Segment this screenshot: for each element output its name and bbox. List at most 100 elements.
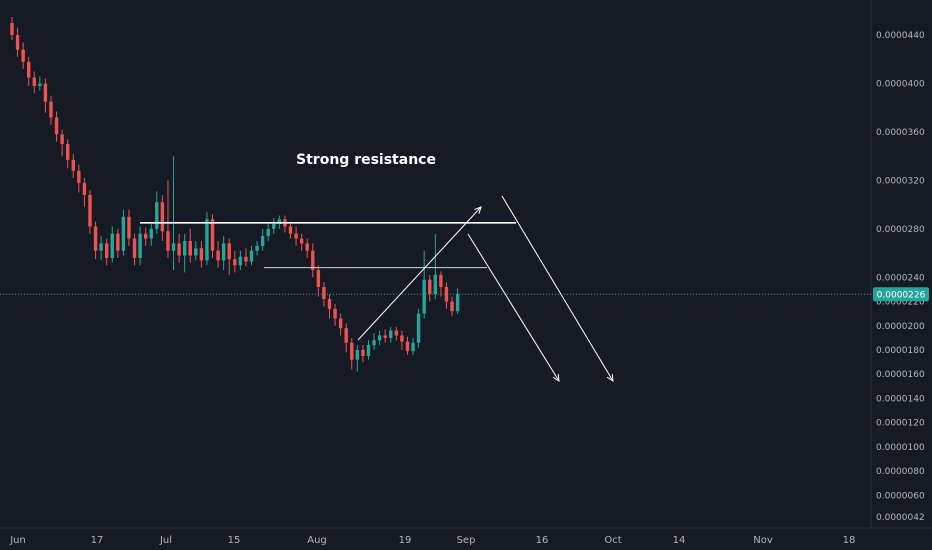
candle-39	[227, 238, 231, 275]
candle-body	[422, 279, 426, 314]
price-tick-9: 0.0000160	[876, 370, 925, 380]
candle-body	[194, 248, 198, 256]
candle-body	[205, 219, 209, 261]
price-tick-11: 0.0000120	[876, 419, 925, 429]
candle-body	[266, 228, 270, 237]
price-tick-5: 0.0000240	[876, 273, 925, 283]
candle-body	[255, 245, 259, 251]
candle-body	[149, 228, 153, 239]
candle-body	[450, 301, 454, 312]
candle-body	[350, 342, 354, 360]
candle-body	[338, 318, 343, 329]
candle-body	[433, 274, 438, 295]
projection-arrow-2[interactable]	[501, 195, 614, 382]
time-axis: Jun 17 Jul 15 Aug 19 Sep 16 Oct 14 Nov 18	[9, 535, 855, 546]
candle-body	[21, 49, 25, 62]
candle-body	[400, 335, 404, 342]
candle-62	[355, 345, 360, 372]
candle-body	[260, 236, 265, 246]
projection-arrow-1[interactable]	[467, 233, 560, 382]
candle-77	[439, 271, 443, 297]
candle-41	[238, 250, 243, 271]
candle-body	[344, 328, 348, 343]
current-price-label: 0.0000226	[877, 290, 926, 300]
current-price-badge: 0.0000226	[873, 287, 929, 302]
candle-73	[416, 308, 421, 348]
candle-body	[299, 238, 304, 244]
candle-body	[99, 243, 103, 251]
time-tick-8: Oct	[604, 535, 621, 546]
candle-body	[377, 335, 382, 341]
candle-8	[54, 111, 59, 142]
candle-body	[38, 83, 42, 86]
candle-24	[143, 227, 148, 246]
candle-body	[372, 340, 376, 346]
candle-body	[411, 342, 415, 352]
candle-body	[428, 279, 432, 295]
candle-body	[88, 194, 92, 227]
candle-body	[166, 231, 170, 251]
candle-body	[71, 159, 75, 171]
uptrend-arrow-head	[474, 206, 482, 214]
candle-body	[188, 240, 192, 256]
uptrend-arrow-shaft	[357, 206, 482, 341]
candle-29	[171, 156, 176, 271]
candle-69	[394, 326, 399, 341]
candle-23	[138, 226, 142, 266]
candle-body	[238, 256, 243, 266]
candle-46	[266, 222, 270, 241]
candle-72	[411, 337, 415, 355]
candle-61	[350, 337, 354, 370]
candle-55	[316, 265, 321, 297]
candle-body	[110, 233, 114, 258]
candle-31	[182, 233, 187, 273]
uptrend-arrow[interactable]	[357, 206, 482, 341]
candle-36	[210, 214, 215, 258]
candle-45	[260, 228, 265, 251]
price-tick-13: 0.0000080	[876, 467, 925, 477]
candle-12	[77, 164, 81, 193]
candlestick-series	[10, 16, 460, 372]
candle-body	[121, 216, 126, 251]
candle-68	[389, 326, 393, 343]
candle-body	[305, 243, 309, 251]
candle-body	[104, 243, 109, 258]
candle-body	[15, 35, 20, 50]
candle-body	[244, 256, 248, 262]
candle-body	[160, 202, 165, 232]
candle-13	[82, 178, 87, 208]
candle-27	[160, 194, 165, 241]
candle-body	[288, 226, 293, 234]
candle-32	[188, 228, 192, 263]
candle-47	[272, 217, 276, 234]
price-tick-4: 0.0000280	[876, 225, 925, 235]
candle-5	[38, 76, 42, 91]
candle-body	[32, 77, 36, 86]
candle-11	[71, 153, 75, 179]
candle-body	[361, 349, 365, 357]
candle-body	[316, 270, 321, 288]
candle-body	[143, 233, 148, 239]
candle-80	[455, 288, 460, 314]
price-tick-14: 0.0000060	[876, 491, 925, 501]
candle-63	[361, 345, 365, 363]
candle-74	[422, 250, 426, 319]
price-tick-15: 0.0000042	[876, 513, 925, 523]
candle-body	[210, 219, 215, 251]
strong-resistance-annotation[interactable]: Strong resistance	[296, 152, 436, 168]
candle-body	[171, 243, 176, 251]
price-tick-1: 0.0000400	[876, 80, 925, 90]
price-tick-7: 0.0000200	[876, 322, 925, 332]
candle-body	[366, 345, 371, 357]
candle-body	[416, 313, 421, 343]
time-tick-5: 19	[399, 535, 412, 546]
candle-body	[221, 243, 226, 261]
candle-75	[428, 274, 432, 302]
time-tick-1: 17	[91, 535, 104, 546]
drawing-layer	[140, 195, 614, 382]
candle-19	[116, 228, 120, 258]
candle-30	[177, 233, 181, 263]
candle-body	[322, 287, 326, 300]
candle-body	[383, 335, 387, 338]
